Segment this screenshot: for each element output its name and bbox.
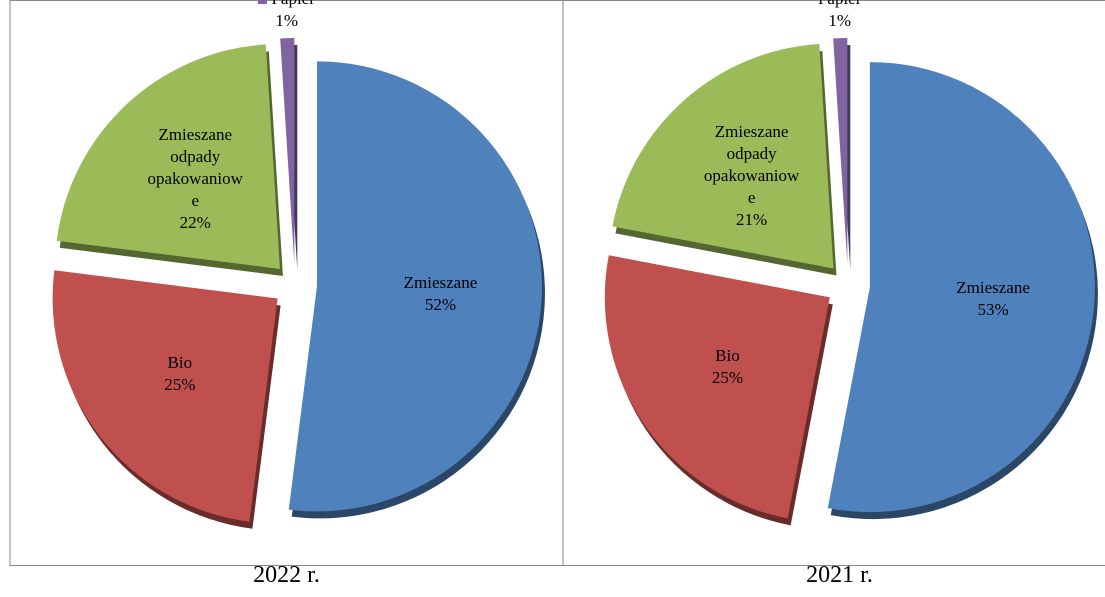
slice-value: 52% bbox=[424, 295, 457, 315]
category-name: Bio bbox=[715, 345, 740, 365]
slice-label: Zmieszane odpady opakowaniowe 21% bbox=[702, 121, 802, 231]
slice bbox=[288, 61, 542, 512]
slice bbox=[833, 38, 848, 264]
slice bbox=[604, 255, 830, 519]
slice-label: Papier 1% bbox=[237, 0, 337, 32]
slice-category: Zmieszane odpady opakowaniowe bbox=[145, 124, 245, 212]
slice-value: 53% bbox=[977, 299, 1009, 319]
slice-label: Bio 25% bbox=[130, 352, 230, 396]
slice-value: 1% bbox=[828, 11, 851, 31]
category-name: Zmieszane bbox=[956, 277, 1030, 297]
panel-border bbox=[562, 0, 1105, 566]
caption: 2022 r. bbox=[253, 562, 320, 588]
slice-label: Zmieszane odpady opakowaniowe 22% bbox=[145, 124, 245, 234]
slice-value: 21% bbox=[736, 209, 768, 229]
slice bbox=[56, 44, 280, 269]
slice-category: Zmieszane odpady opakowaniowe bbox=[702, 121, 802, 209]
slice-category: Zmieszane bbox=[943, 277, 1043, 299]
slice-label: Zmieszane 53% bbox=[943, 277, 1043, 321]
slice-value: 25% bbox=[164, 375, 196, 395]
category-name: Zmieszane odpady opakowaniowe bbox=[147, 124, 243, 210]
slice bbox=[827, 62, 1095, 513]
slice-category: Papier bbox=[237, 0, 337, 10]
category-name: Zmieszane odpady opakowaniowe bbox=[703, 121, 800, 207]
legend-marker bbox=[258, 0, 268, 5]
category-name: Papier bbox=[271, 0, 314, 8]
slice-category: Bio bbox=[677, 345, 777, 367]
category-name: Papier bbox=[818, 0, 861, 8]
slice-label: Papier 1% bbox=[790, 0, 890, 32]
category-name: Bio bbox=[167, 353, 193, 373]
slice-value: 25% bbox=[711, 367, 744, 387]
slice-label: Zmieszane 52% bbox=[390, 272, 490, 316]
slice-category: Bio bbox=[130, 352, 230, 374]
caption: 2021 r. bbox=[806, 562, 873, 588]
slice bbox=[52, 270, 278, 522]
slice-value: 22% bbox=[179, 212, 211, 232]
slice-category: Papier bbox=[790, 0, 890, 10]
slice-category: Zmieszane bbox=[390, 272, 490, 294]
slice-value: 1% bbox=[275, 11, 298, 31]
category-name: Zmieszane bbox=[403, 273, 478, 293]
slice bbox=[612, 43, 834, 269]
slice bbox=[280, 38, 295, 264]
slice-label: Bio 25% bbox=[677, 345, 777, 389]
